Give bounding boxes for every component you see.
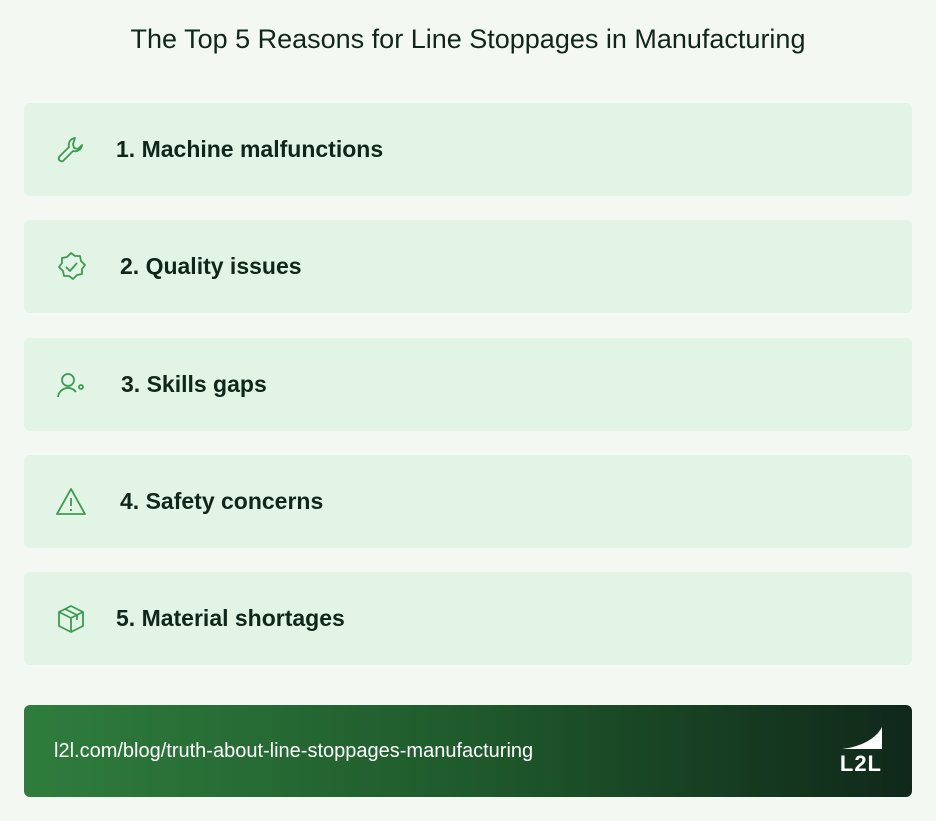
reason-card: 2. Quality issues bbox=[24, 220, 912, 313]
reason-card: 3. Skills gaps bbox=[24, 338, 912, 431]
page-title: The Top 5 Reasons for Line Stoppages in … bbox=[130, 24, 806, 54]
box-icon bbox=[58, 605, 84, 633]
reason-label: 2. Quality issues bbox=[120, 253, 302, 279]
logo-text: L2L bbox=[839, 751, 882, 776]
reason-card: 1. Machine malfunctions bbox=[24, 103, 912, 196]
reason-label: 4. Safety concerns bbox=[120, 488, 324, 514]
wrench-icon bbox=[57, 137, 83, 163]
reason-label: 3. Skills gaps bbox=[121, 371, 267, 397]
warning-icon bbox=[56, 488, 86, 515]
reason-label: 1. Machine malfunctions bbox=[116, 136, 384, 162]
reason-label: 5. Material shortages bbox=[116, 605, 345, 631]
user-gear-icon bbox=[57, 373, 84, 398]
reason-card: 5. Material shortages bbox=[24, 572, 912, 665]
reason-card: 4. Safety concerns bbox=[24, 455, 912, 548]
badge-check-icon bbox=[58, 252, 86, 280]
footer-banner: l2l.com/blog/truth-about-line-stoppages-… bbox=[24, 705, 912, 797]
source-url: l2l.com/blog/truth-about-line-stoppages-… bbox=[54, 740, 534, 762]
logo-mark bbox=[842, 727, 882, 749]
